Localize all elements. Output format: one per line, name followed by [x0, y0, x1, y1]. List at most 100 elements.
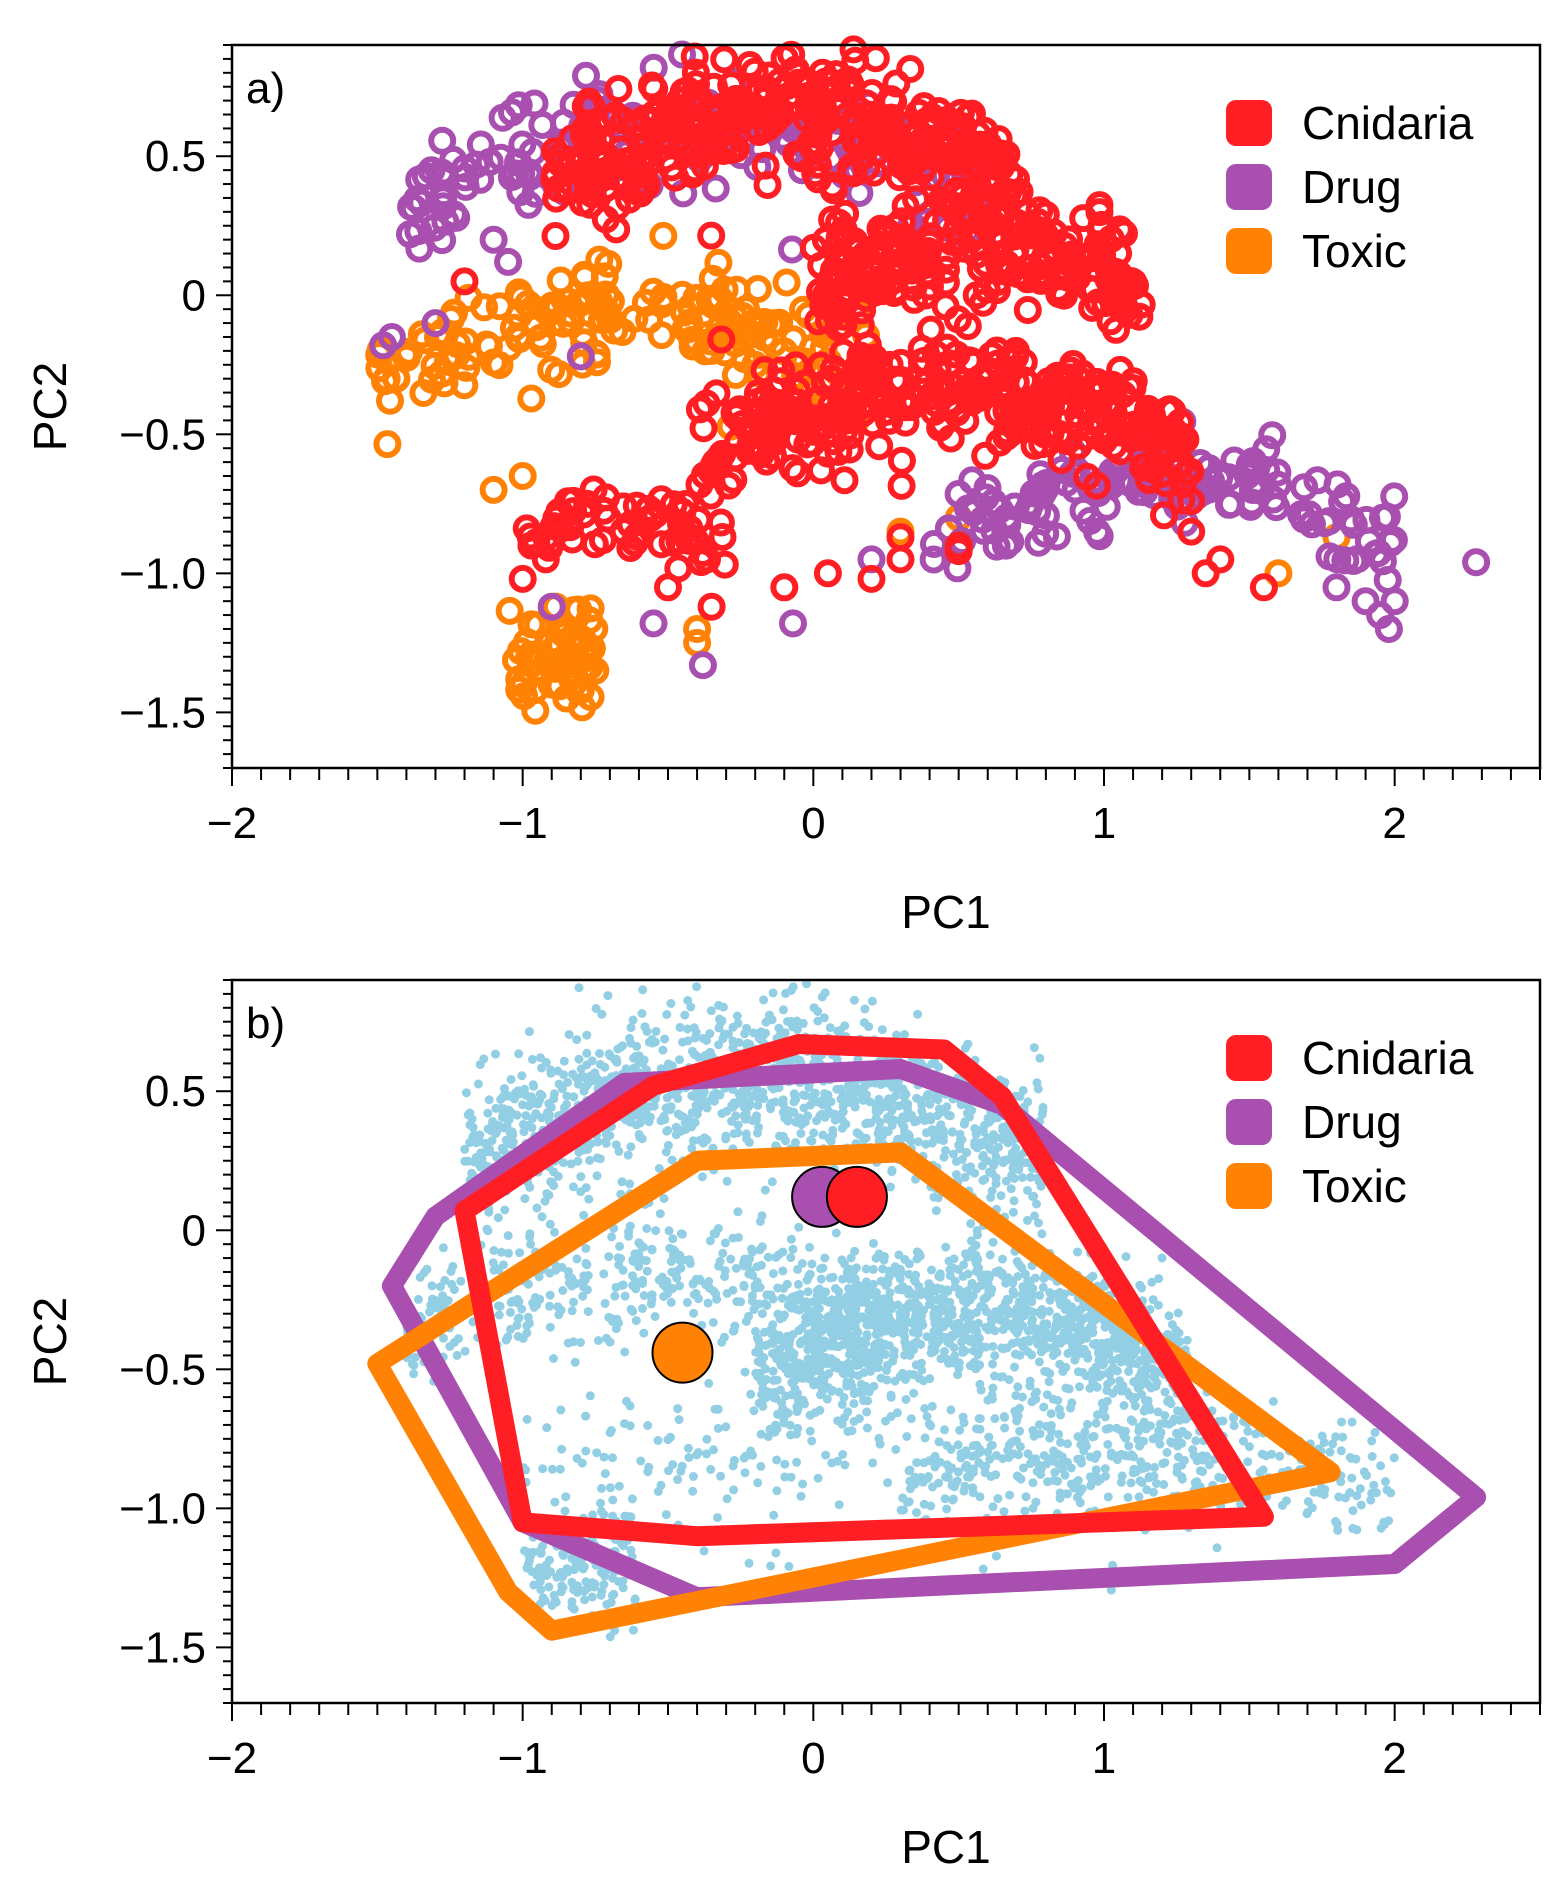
- background-point: [911, 1308, 921, 1318]
- scatter-point-cnidaria: [1191, 559, 1220, 588]
- background-point: [988, 1383, 998, 1393]
- background-point: [1112, 1366, 1122, 1376]
- background-point: [988, 1359, 998, 1369]
- scatter-point-cnidaria: [804, 307, 833, 336]
- scatter-point-cnidaria: [807, 456, 835, 485]
- scatter-point-drug: [1023, 496, 1052, 525]
- scatter-point-cnidaria: [829, 215, 858, 244]
- background-point: [1009, 1196, 1019, 1206]
- background-point: [935, 1269, 945, 1279]
- background-point: [647, 1244, 657, 1254]
- background-point: [765, 1325, 775, 1335]
- background-point: [900, 1030, 909, 1039]
- background-point: [844, 1350, 854, 1360]
- background-point: [1022, 1215, 1032, 1225]
- background-point: [413, 1294, 423, 1304]
- scatter-point-cnidaria: [936, 424, 965, 453]
- background-point: [809, 1003, 819, 1013]
- background-point: [540, 1196, 550, 1206]
- panel-a-x-axis: −2 −1 0 1 2: [207, 768, 1541, 848]
- scatter-point-cnidaria: [588, 526, 617, 555]
- background-point: [722, 1176, 732, 1186]
- background-point: [504, 1248, 513, 1258]
- background-point: [572, 1035, 582, 1045]
- background-point: [807, 1259, 817, 1269]
- background-point: [698, 1033, 708, 1043]
- background-point: [1037, 1229, 1047, 1239]
- background-point: [996, 1372, 1006, 1382]
- background-point: [692, 1109, 702, 1119]
- background-point: [814, 1304, 824, 1313]
- scatter-point-cnidaria: [1024, 392, 1053, 421]
- background-point: [841, 1363, 851, 1373]
- background-point: [1100, 1322, 1110, 1332]
- panel-a-points: [365, 35, 1491, 725]
- background-point: [579, 1086, 589, 1096]
- background-point: [850, 1097, 860, 1107]
- background-point: [793, 1264, 803, 1274]
- background-point: [628, 1271, 637, 1281]
- background-point: [638, 1304, 647, 1313]
- background-point: [663, 1140, 673, 1150]
- background-point: [758, 1094, 768, 1104]
- scatter-point-cnidaria: [1167, 486, 1196, 515]
- background-point: [1149, 1368, 1159, 1377]
- scatter-point-toxic: [372, 364, 401, 393]
- background-point: [913, 1137, 923, 1147]
- scatter-point-toxic: [537, 670, 566, 699]
- scatter-point-drug: [1027, 480, 1056, 509]
- y-tick-label: 0: [182, 271, 206, 320]
- background-point: [617, 1177, 627, 1187]
- background-point: [1026, 1172, 1035, 1182]
- background-point: [675, 1055, 684, 1065]
- background-point: [634, 1238, 644, 1248]
- background-point: [639, 1291, 649, 1300]
- scatter-point-cnidaria: [999, 240, 1028, 269]
- background-point: [954, 1318, 964, 1328]
- background-point: [793, 1395, 803, 1405]
- background-point: [618, 1280, 628, 1290]
- scatter-point-toxic: [737, 320, 766, 349]
- y-tick-label: −1.5: [119, 688, 206, 737]
- background-point: [991, 1179, 1001, 1189]
- background-point: [887, 1120, 897, 1130]
- background-point: [1160, 1387, 1170, 1397]
- scatter-point-toxic: [430, 369, 459, 398]
- background-point: [903, 1103, 912, 1113]
- background-point: [883, 1314, 893, 1324]
- background-point: [827, 1385, 837, 1395]
- scatter-point-toxic: [772, 268, 801, 297]
- background-point: [757, 1211, 767, 1221]
- scatter-point-cnidaria: [877, 103, 906, 132]
- scatter-point-toxic: [505, 675, 534, 704]
- background-point: [576, 1187, 586, 1197]
- background-point: [1010, 1349, 1020, 1359]
- scatter-point-cnidaria: [1053, 241, 1082, 270]
- background-point: [1118, 1353, 1128, 1363]
- background-point: [1148, 1295, 1158, 1305]
- background-point: [850, 1246, 860, 1256]
- panel-a-legend-label-drug: Drug: [1302, 161, 1402, 213]
- scatter-point-cnidaria: [799, 233, 828, 262]
- background-point: [986, 1193, 996, 1202]
- background-point: [549, 1089, 559, 1099]
- scatter-point-cnidaria: [839, 35, 868, 64]
- scatter-point-cnidaria: [450, 267, 479, 296]
- scatter-point-drug: [1083, 517, 1112, 546]
- background-point: [916, 1096, 926, 1105]
- background-point: [1000, 1298, 1010, 1308]
- scatter-point-cnidaria: [1013, 296, 1042, 324]
- background-point: [838, 1274, 848, 1284]
- background-point: [976, 1301, 986, 1311]
- background-point: [663, 1281, 673, 1291]
- background-point: [563, 1267, 573, 1277]
- background-point: [1167, 1320, 1177, 1330]
- background-point: [639, 1055, 649, 1065]
- scatter-point-drug: [701, 174, 730, 203]
- background-point: [820, 1089, 830, 1099]
- background-point: [1031, 1324, 1041, 1334]
- scatter-point-cnidaria: [886, 523, 915, 552]
- background-point: [771, 1097, 780, 1107]
- scatter-point-drug: [1351, 587, 1380, 616]
- background-point: [1024, 1336, 1034, 1346]
